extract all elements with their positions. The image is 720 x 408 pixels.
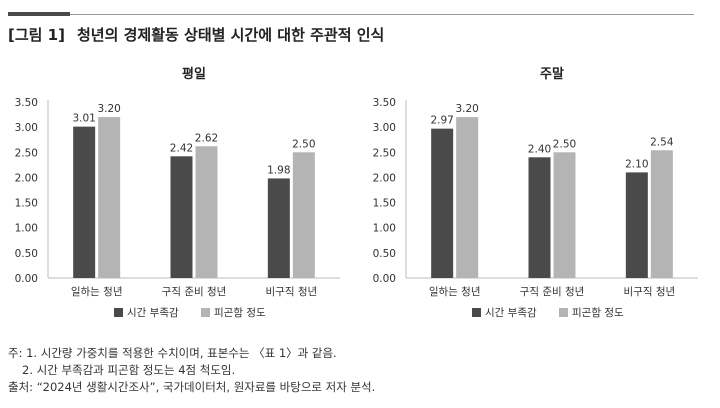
weekend-data-label: 2.40 [528,143,551,155]
weekend-legend-label: 피곤함 정도 [572,307,624,319]
weekend-title: 주말 [540,67,564,82]
weekend-bar-fatigue [456,117,479,278]
weekday-y-tick-label: 0.00 [15,273,38,285]
weekday-y-tick-label: 0.50 [15,248,38,260]
weekday-bar-shortage [73,126,96,278]
weekday-y-tick-label: 3.00 [15,122,38,134]
weekday-y-tick-label: 1.00 [15,223,38,235]
weekday-bar-fatigue [195,146,218,278]
weekend-x-tick-label: 일하는 청년 [429,285,481,298]
weekend-y-tick-label: 0.00 [373,273,396,285]
weekend-x-tick-label: 구직 준비 청년 [520,286,585,298]
chart-weekend: 주말 0.00 0.50 1.00 1.50 2.00 2.50 3.00 3.50 2.973.… [373,67,698,319]
weekend-y-tick-label: 3.00 [373,122,396,134]
weekday-legend-label: 시간 부족감 [127,307,179,319]
weekday-y-tick-label: 1.50 [15,198,38,210]
weekday-x-tick-label: 비구직 청년 [266,286,318,298]
weekend-data-label: 2.10 [625,158,648,170]
weekend-x-tick-label: 비구직 청년 [624,286,676,298]
weekday-data-label: 3.20 [97,103,120,115]
weekday-bar-fatigue [98,117,121,278]
title-accent-bar [8,12,70,16]
weekday-y-tick-label: 2.50 [15,147,38,159]
weekend-y-tick-label: 3.50 [373,97,396,109]
weekend-legend-label: 시간 부족감 [485,307,537,319]
weekend-bar-shortage [528,157,551,278]
weekend-bar-fatigue [553,152,576,278]
footnote-2: 2. 시간 부족감과 피곤함 정도는 4점 척도임. [22,363,236,377]
weekend-legend-swatch [472,308,481,317]
figure-label: [그림 1] [8,26,65,44]
weekend-data-label: 2.97 [430,115,453,127]
weekday-bar-shortage [170,156,193,278]
weekday-legend-swatch [114,308,123,317]
weekend-data-label: 2.50 [553,138,576,150]
title-rule [70,14,694,15]
weekday-data-label: 3.01 [72,113,95,125]
weekday-y-tick-label: 3.50 [15,97,38,109]
footnotes: 주: 1. 시간량 가중치를 적용한 수치이며, 표본수는 〈표 1〉과 같음.… [8,345,375,396]
weekday-data-label: 1.98 [267,164,290,176]
weekend-data-label: 3.20 [455,103,478,115]
weekday-bar-shortage [267,178,290,278]
weekday-title: 평일 [182,66,206,82]
weekend-y-tick-label: 1.50 [373,198,396,210]
weekend-bar-shortage [431,128,454,278]
weekday-legend-swatch [201,308,210,317]
source-note: 출처: “2024년 생활시간조사”, 국가데이터처, 원자료를 바탕으로 저자… [8,380,376,394]
weekday-data-label: 2.62 [195,132,218,144]
weekend-legend-swatch [559,308,568,317]
weekend-bar-fatigue [650,150,673,278]
weekday-data-label: 2.42 [170,142,193,154]
weekday-legend-label: 피곤함 정도 [214,307,266,319]
weekday-y-tick-label: 2.00 [15,172,38,184]
figure-title-text: 청년의 경제활동 상태별 시간에 대한 주관적 인식 [76,26,385,44]
weekend-y-tick-label: 2.50 [373,147,396,159]
weekend-y-tick-label: 0.50 [373,248,396,260]
weekend-bar-shortage [625,172,648,278]
weekday-bar-fatigue [292,152,315,278]
footnote-1: 주: 1. 시간량 가중치를 적용한 수치이며, 표본수는 〈표 1〉과 같음. [8,346,337,360]
weekday-x-tick-label: 일하는 청년 [71,285,123,298]
weekend-data-label: 2.54 [650,136,674,148]
figure-title: [그림 1] 청년의 경제활동 상태별 시간에 대한 주관적 인식 [8,24,384,45]
weekday-data-label: 2.50 [292,138,315,150]
weekday-x-tick-label: 구직 준비 청년 [162,286,227,298]
chart-weekday: 평일 0.00 0.50 1.00 1.50 2.00 2.50 3.00 3.50 3.013.… [15,66,340,319]
weekend-y-tick-label: 1.00 [373,223,396,235]
weekend-y-tick-label: 2.00 [373,172,396,184]
